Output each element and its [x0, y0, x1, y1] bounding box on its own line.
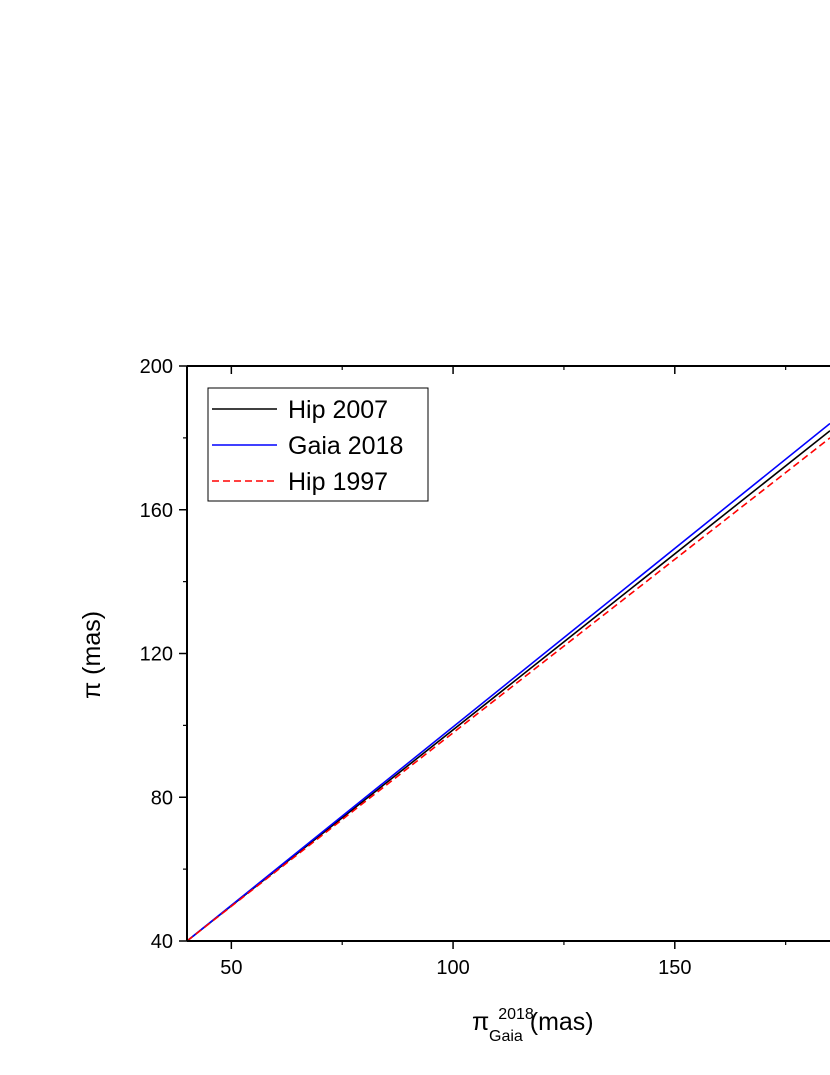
x-axis-subscript: Gaia — [489, 1028, 523, 1045]
series-line-0 — [186, 430, 830, 942]
y-tick-label: 160 — [140, 500, 173, 522]
legend-label-1: Gaia 2018 — [288, 432, 403, 460]
ticks: 40 80 120 160 200 50 100 150 — [140, 356, 787, 979]
legend-label-0: Hip 2007 — [288, 396, 388, 424]
x-tick-label: 150 — [658, 957, 691, 979]
x-tick-label: 100 — [436, 957, 469, 979]
x-axis-symbol: π — [472, 1008, 489, 1036]
legend-label-2: Hip 1997 — [288, 468, 388, 496]
x-axis-unit: (mas) — [530, 1008, 594, 1036]
y-tick-label: 80 — [151, 787, 173, 809]
plot-lines — [186, 422, 830, 942]
legend: Hip 2007 Gaia 2018 Hip 1997 — [207, 387, 429, 502]
x-tick-label: 50 — [220, 957, 242, 979]
series-line-1 — [186, 422, 830, 942]
x-axis-superscript: 2018 — [498, 1006, 534, 1023]
y-tick-label: 120 — [140, 644, 173, 666]
y-tick-label: 200 — [140, 356, 173, 378]
x-axis-label: π 2018 Gaia (mas) — [472, 997, 594, 1047]
series-line-2 — [186, 437, 830, 942]
y-tick-label: 40 — [151, 931, 173, 953]
y-axis-label: π (mas) — [78, 611, 106, 699]
